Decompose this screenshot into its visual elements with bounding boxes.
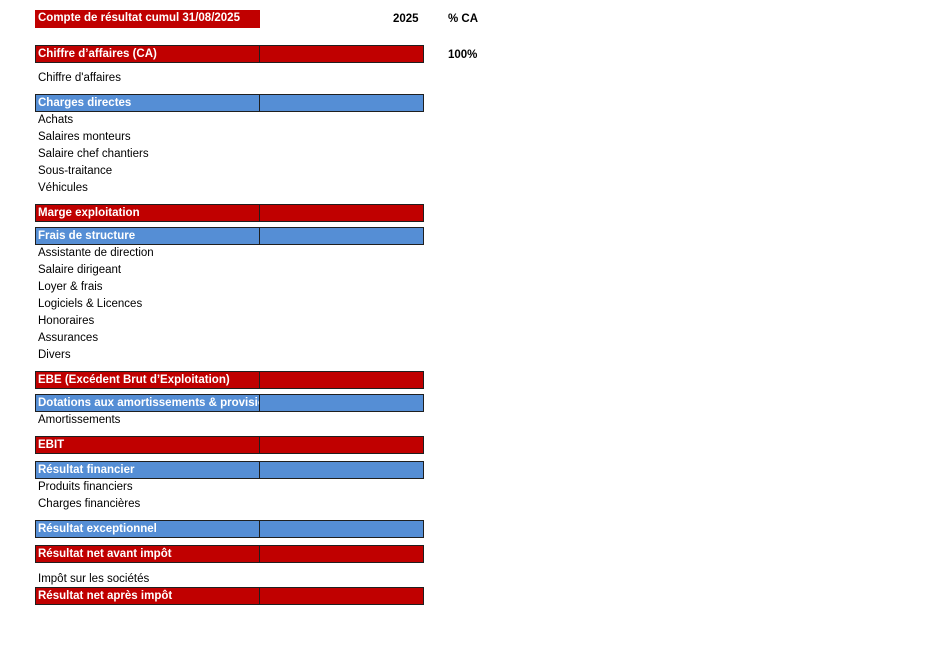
section-value-cell[interactable]	[260, 46, 423, 62]
section-value-cell[interactable]	[260, 521, 423, 537]
section-net-apres-impot: Résultat net après impôt	[35, 587, 424, 605]
section-label: Résultat net avant impôt	[36, 546, 260, 562]
section-label: Charges directes	[36, 95, 260, 111]
line-item: Produits financiers	[38, 481, 133, 493]
line-item: Chiffre d'affaires	[38, 72, 121, 84]
line-item: Sous-traitance	[38, 165, 113, 177]
section-label: Résultat exceptionnel	[36, 521, 260, 537]
line-item: Véhicules	[38, 182, 88, 194]
section-marge-exploitation: Marge exploitation	[35, 204, 424, 222]
section-label: Résultat financier	[36, 462, 260, 478]
pct-ca-header: % CA	[448, 13, 479, 25]
section-label: Dotations aux amortissements & provision…	[38, 395, 260, 411]
line-item: Achats	[38, 114, 74, 126]
section-value-cell[interactable]	[260, 546, 423, 562]
section-label: Chiffre d’affaires (CA)	[36, 46, 260, 62]
report-title: Compte de résultat cumul 31/08/2025	[35, 10, 260, 28]
section-value-cell[interactable]	[260, 228, 423, 244]
line-item: Divers	[38, 349, 71, 361]
section-label: Résultat net après impôt	[36, 588, 260, 604]
year-header: 2025	[393, 13, 419, 25]
section-label: EBE (Excédent Brut d’Exploitation)	[36, 372, 260, 388]
section-value-cell[interactable]	[260, 437, 423, 453]
section-resultat-financier: Résultat financier	[35, 461, 424, 479]
line-item: Logiciels & Licences	[38, 298, 143, 310]
line-item: Assurances	[38, 332, 99, 344]
line-item: Impôt sur les sociétés	[38, 573, 150, 585]
section-ebe: EBE (Excédent Brut d’Exploitation)	[35, 371, 424, 389]
line-item: Salaire dirigeant	[38, 264, 122, 276]
section-label: Frais de structure	[36, 228, 260, 244]
section-value-cell[interactable]	[260, 372, 423, 388]
line-item: Honoraires	[38, 315, 95, 327]
section-label: Marge exploitation	[36, 205, 260, 221]
ca-percent: 100%	[448, 49, 478, 61]
section-ebit: EBIT	[35, 436, 424, 454]
section-charges-directes: Charges directes	[35, 94, 424, 112]
line-item: Assistante de direction	[38, 247, 154, 259]
section-value-cell[interactable]	[260, 395, 423, 411]
section-value-cell[interactable]	[260, 205, 423, 221]
section-value-cell[interactable]	[260, 95, 423, 111]
line-item: Amortissements	[38, 414, 121, 426]
section-chiffre-affaires: Chiffre d’affaires (CA)	[35, 45, 424, 63]
section-net-avant-impot: Résultat net avant impôt	[35, 545, 424, 563]
section-value-cell[interactable]	[260, 588, 423, 604]
section-dotations: Dotations aux amortissements & provision…	[35, 394, 424, 412]
section-value-cell[interactable]	[260, 462, 423, 478]
line-item: Charges financières	[38, 498, 141, 510]
line-item: Salaire chef chantiers	[38, 148, 149, 160]
line-item: Loyer & frais	[38, 281, 103, 293]
section-resultat-exceptionnel: Résultat exceptionnel	[35, 520, 424, 538]
line-item: Salaires monteurs	[38, 131, 131, 143]
section-label: EBIT	[36, 437, 260, 453]
section-frais-structure: Frais de structure	[35, 227, 424, 245]
